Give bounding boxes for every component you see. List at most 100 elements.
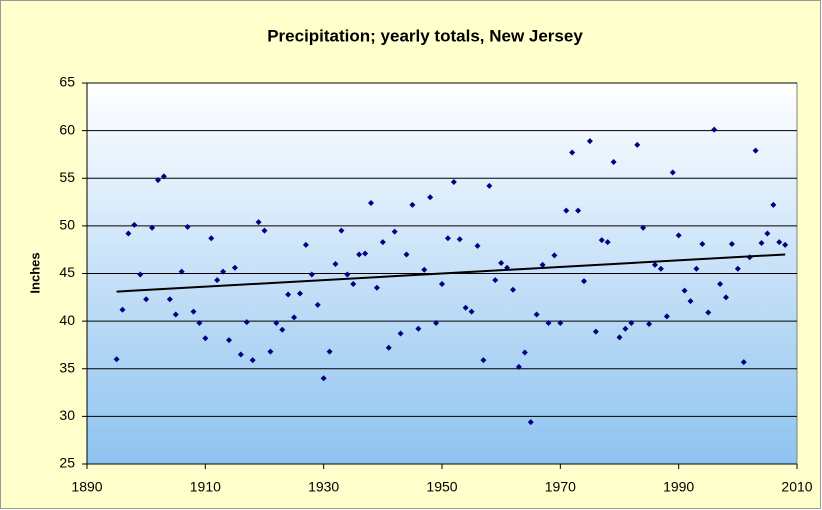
x-tick-label: 2010 xyxy=(781,479,812,495)
y-tick-label: 40 xyxy=(59,312,75,328)
data-point xyxy=(521,349,528,356)
data-point xyxy=(143,296,150,303)
data-point xyxy=(657,265,664,272)
data-point xyxy=(249,357,256,364)
data-point xyxy=(178,268,185,275)
data-point xyxy=(332,260,339,267)
y-tick-label: 35 xyxy=(59,359,75,375)
data-point xyxy=(444,235,451,242)
data-point xyxy=(622,325,629,332)
y-tick-label: 45 xyxy=(59,264,75,280)
data-point xyxy=(533,311,540,318)
data-point xyxy=(498,260,505,267)
data-point xyxy=(510,286,516,293)
data-point xyxy=(640,224,647,231)
data-point xyxy=(261,227,268,234)
data-point xyxy=(675,232,682,239)
data-point xyxy=(160,173,167,180)
data-point xyxy=(604,239,611,246)
x-tick-label: 1930 xyxy=(308,479,339,495)
y-axis-label: Inches xyxy=(27,252,42,293)
data-point xyxy=(770,201,777,208)
data-point xyxy=(758,240,765,247)
data-point xyxy=(155,177,161,184)
data-point xyxy=(314,301,321,308)
data-point xyxy=(628,320,635,327)
data-point xyxy=(166,296,173,303)
data-point xyxy=(350,280,357,287)
data-point xyxy=(705,309,712,316)
data-point xyxy=(439,280,445,287)
data-point xyxy=(137,271,144,278)
data-point xyxy=(480,357,487,364)
data-point xyxy=(220,268,227,275)
y-tick-label: 25 xyxy=(59,455,75,471)
data-point xyxy=(681,287,688,294)
data-point xyxy=(592,328,599,335)
data-point xyxy=(586,138,593,145)
data-point xyxy=(551,252,558,259)
data-point xyxy=(202,335,209,342)
data-point xyxy=(563,207,570,214)
data-point xyxy=(302,241,309,248)
data-point xyxy=(693,265,700,272)
data-point xyxy=(575,207,582,214)
data-point xyxy=(362,250,369,257)
data-point xyxy=(545,320,552,327)
data-point xyxy=(462,304,469,311)
data-point xyxy=(297,290,303,297)
data-point xyxy=(646,320,653,327)
data-point xyxy=(427,194,434,201)
y-tick-label: 30 xyxy=(59,407,75,423)
data-point xyxy=(231,264,238,271)
chart-title: Precipitation; yearly totals, New Jersey xyxy=(267,26,583,45)
data-point xyxy=(764,230,771,237)
data-point xyxy=(782,241,789,248)
data-point xyxy=(421,266,428,273)
data-point xyxy=(338,227,345,234)
data-point xyxy=(740,359,747,366)
data-point xyxy=(113,356,120,363)
data-point xyxy=(291,314,298,321)
y-tick-label: 55 xyxy=(59,169,75,185)
data-point xyxy=(279,326,286,333)
x-tick-label: 1970 xyxy=(545,479,576,495)
data-point xyxy=(368,200,374,207)
y-tick-label: 60 xyxy=(59,121,75,137)
data-point xyxy=(723,294,729,301)
data-point xyxy=(634,141,641,148)
x-tick-label: 1910 xyxy=(190,479,221,495)
data-point xyxy=(728,240,735,247)
data-point xyxy=(397,330,404,337)
data-point xyxy=(717,280,724,287)
data-point xyxy=(273,320,280,327)
data-point xyxy=(652,261,658,268)
data-point xyxy=(243,319,250,326)
data-point xyxy=(711,126,718,133)
data-point xyxy=(539,261,546,268)
data-point xyxy=(734,265,741,272)
data-point xyxy=(344,271,351,278)
data-point xyxy=(190,308,197,315)
data-point xyxy=(598,237,605,244)
data-point xyxy=(391,228,398,235)
y-tick-label: 65 xyxy=(59,74,75,90)
data-point xyxy=(255,219,262,226)
data-point xyxy=(776,239,783,246)
x-tick-label: 1950 xyxy=(426,479,457,495)
data-point xyxy=(385,344,392,351)
data-point xyxy=(403,251,410,258)
data-point xyxy=(468,308,475,315)
data-point xyxy=(569,149,576,156)
data-point xyxy=(616,334,623,341)
data-point xyxy=(373,284,380,291)
data-point xyxy=(450,179,457,186)
y-tick-label: 50 xyxy=(59,217,75,233)
data-point xyxy=(492,277,499,284)
data-point xyxy=(125,230,132,237)
data-point xyxy=(214,277,221,284)
x-tick-label: 1890 xyxy=(71,479,102,495)
data-point xyxy=(226,337,232,344)
data-point xyxy=(669,169,676,176)
data-point xyxy=(285,291,292,298)
